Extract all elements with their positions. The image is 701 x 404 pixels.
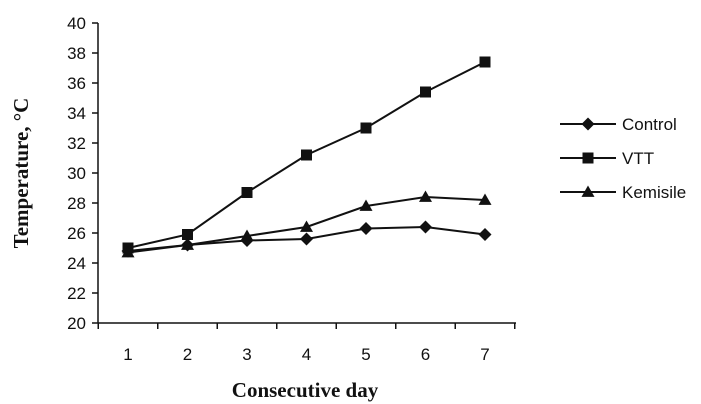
data-point-vtt — [182, 229, 193, 240]
data-point-vtt — [479, 56, 491, 68]
legend-marker-vtt — [582, 152, 594, 164]
legend: Control VTT Kemisile — [560, 115, 686, 202]
legend-item-kemisile: Kemisile — [560, 183, 686, 202]
x-axis-title: Consecutive day — [232, 378, 379, 402]
x-axis-ticks: 1 2 3 4 5 6 7 — [97, 323, 516, 364]
legend-item-vtt: VTT — [560, 149, 654, 168]
data-point-kemisile — [478, 193, 492, 205]
y-axis-title: Temperature, °C — [9, 98, 33, 249]
x-tick-label: 6 — [421, 345, 430, 364]
series-layer — [121, 56, 492, 258]
data-point-vtt — [241, 187, 253, 198]
x-tick-label: 4 — [302, 345, 311, 364]
y-tick-label: 26 — [67, 224, 86, 243]
data-point-kemisile — [359, 199, 373, 211]
y-tick-label: 34 — [67, 104, 86, 123]
y-tick-label: 22 — [67, 284, 86, 303]
y-tick-label: 40 — [67, 14, 86, 33]
data-point-kemisile — [181, 238, 194, 250]
y-tick-label: 36 — [67, 74, 86, 93]
data-point-kemisile — [300, 220, 313, 232]
data-point-kemisile — [121, 246, 135, 258]
y-tick-label: 32 — [67, 134, 86, 153]
x-tick-label: 2 — [183, 345, 192, 364]
data-point-vtt — [301, 149, 312, 161]
data-point-vtt — [420, 86, 431, 98]
y-tick-label: 24 — [67, 254, 86, 273]
series-kemisile — [121, 190, 492, 258]
x-tick-label: 7 — [480, 345, 489, 364]
legend-marker-kemisile — [581, 185, 595, 197]
x-tick-label: 3 — [242, 345, 251, 364]
legend-label-control: Control — [622, 115, 677, 134]
legend-label-vtt: VTT — [622, 149, 654, 168]
y-tick-label: 28 — [67, 194, 86, 213]
data-point-vtt — [360, 122, 372, 134]
data-point-control — [300, 232, 313, 246]
x-tick-label: 1 — [123, 345, 132, 364]
y-tick-label: 30 — [67, 164, 86, 183]
x-tick-label: 5 — [361, 345, 370, 364]
data-point-control — [478, 228, 492, 241]
y-tick-label: 38 — [67, 44, 86, 63]
legend-marker-control — [581, 117, 595, 131]
legend-label-kemisile: Kemisile — [622, 183, 686, 202]
y-tick-label: 20 — [67, 314, 86, 333]
y-axis-ticks: 20 22 24 26 28 30 32 34 36 38 40 — [67, 14, 98, 333]
data-point-control — [419, 220, 432, 234]
data-point-control — [359, 222, 373, 235]
legend-item-control: Control — [560, 115, 677, 134]
data-point-kemisile — [240, 229, 254, 241]
data-point-kemisile — [419, 190, 432, 202]
